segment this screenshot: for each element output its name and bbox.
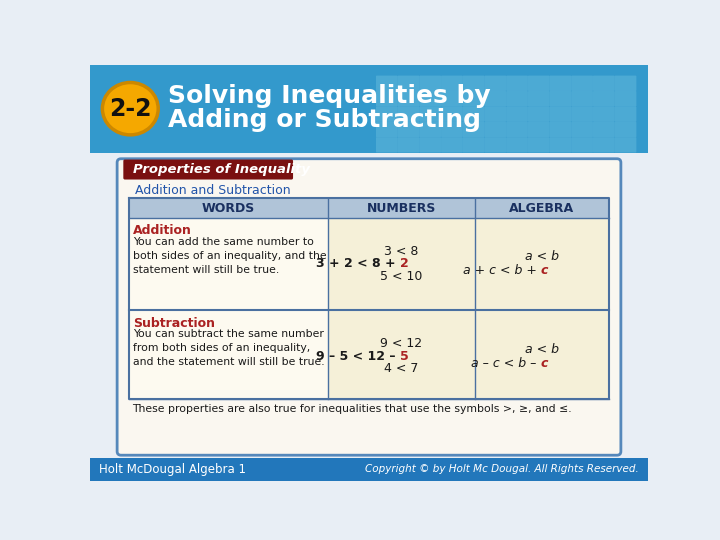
Text: These properties are also true for inequalities that use the symbols >, ≥, and ≤: These properties are also true for inequ… [132,403,572,414]
FancyBboxPatch shape [376,122,397,137]
FancyBboxPatch shape [419,106,441,122]
Text: Holt McDougal Algebra 1: Holt McDougal Algebra 1 [99,463,246,476]
FancyBboxPatch shape [615,106,636,122]
Text: a + c < b +: a + c < b + [462,264,541,277]
FancyBboxPatch shape [615,76,636,91]
FancyBboxPatch shape [376,106,397,122]
Text: a – c < b –: a – c < b – [471,356,541,369]
FancyBboxPatch shape [441,137,463,153]
FancyBboxPatch shape [441,106,463,122]
Text: 9 < 12: 9 < 12 [380,338,423,350]
FancyBboxPatch shape [485,106,506,122]
FancyBboxPatch shape [549,106,571,122]
Text: Copyright © by Holt Mc Dougal. All Rights Reserved.: Copyright © by Holt Mc Dougal. All Right… [365,464,639,474]
Text: WORDS: WORDS [202,201,255,214]
FancyBboxPatch shape [397,76,419,91]
Text: Addition: Addition [133,224,192,237]
Bar [90,65,648,153]
Text: 9 – 5 < 12 –: 9 – 5 < 12 – [316,350,400,363]
Text: You can add the same number to
both sides of an inequality, and the
statement wi: You can add the same number to both side… [133,237,327,274]
FancyBboxPatch shape [463,122,485,137]
Text: c: c [541,264,548,277]
FancyBboxPatch shape [441,122,463,137]
Bar [129,198,609,218]
FancyBboxPatch shape [571,91,593,106]
FancyBboxPatch shape [506,137,528,153]
Text: 3 < 8: 3 < 8 [384,245,418,258]
FancyBboxPatch shape [593,91,615,106]
FancyBboxPatch shape [485,91,506,106]
FancyBboxPatch shape [549,122,571,137]
Text: You can subtract the same number
from both sides of an inequality,
and the state: You can subtract the same number from bo… [133,329,325,367]
Bar [90,457,648,481]
FancyBboxPatch shape [441,91,463,106]
Bar [129,310,609,399]
FancyBboxPatch shape [419,137,441,153]
FancyBboxPatch shape [397,106,419,122]
FancyBboxPatch shape [506,91,528,106]
Bar [328,218,609,310]
Text: ALGEBRA: ALGEBRA [510,201,575,214]
Text: NUMBERS: NUMBERS [366,201,436,214]
FancyBboxPatch shape [397,122,419,137]
Text: 2: 2 [400,257,409,271]
FancyBboxPatch shape [463,91,485,106]
FancyBboxPatch shape [397,137,419,153]
FancyBboxPatch shape [549,137,571,153]
FancyBboxPatch shape [485,76,506,91]
FancyBboxPatch shape [463,106,485,122]
FancyBboxPatch shape [615,91,636,106]
Text: 2-2: 2-2 [109,97,151,120]
Text: Adding or Subtracting: Adding or Subtracting [168,108,480,132]
FancyBboxPatch shape [528,91,549,106]
FancyBboxPatch shape [549,76,571,91]
FancyBboxPatch shape [419,76,441,91]
Text: a < b: a < b [525,343,559,356]
FancyBboxPatch shape [117,159,621,455]
FancyBboxPatch shape [615,122,636,137]
FancyBboxPatch shape [441,76,463,91]
Text: Subtraction: Subtraction [133,316,215,329]
FancyBboxPatch shape [571,122,593,137]
FancyBboxPatch shape [593,76,615,91]
FancyBboxPatch shape [571,137,593,153]
FancyBboxPatch shape [419,91,441,106]
FancyBboxPatch shape [485,137,506,153]
FancyBboxPatch shape [485,122,506,137]
FancyBboxPatch shape [506,122,528,137]
FancyBboxPatch shape [506,76,528,91]
FancyBboxPatch shape [571,76,593,91]
Text: 3 + 2 < 8 +: 3 + 2 < 8 + [316,257,400,271]
FancyBboxPatch shape [593,122,615,137]
Text: Properties of Inequality: Properties of Inequality [132,163,310,176]
FancyBboxPatch shape [593,106,615,122]
FancyBboxPatch shape [123,159,293,179]
Text: 5: 5 [400,350,409,363]
FancyBboxPatch shape [549,91,571,106]
FancyBboxPatch shape [463,137,485,153]
FancyBboxPatch shape [528,76,549,91]
Bar [129,218,609,310]
FancyBboxPatch shape [397,91,419,106]
Text: a < b: a < b [525,251,559,264]
FancyBboxPatch shape [528,137,549,153]
FancyBboxPatch shape [615,137,636,153]
FancyBboxPatch shape [376,137,397,153]
Text: 5 < 10: 5 < 10 [380,269,423,282]
FancyBboxPatch shape [528,106,549,122]
Bar [328,310,609,399]
FancyBboxPatch shape [593,137,615,153]
Text: 4 < 7: 4 < 7 [384,362,418,375]
Ellipse shape [102,83,158,135]
FancyBboxPatch shape [463,76,485,91]
FancyBboxPatch shape [528,122,549,137]
Text: c: c [541,356,548,369]
FancyBboxPatch shape [506,106,528,122]
FancyBboxPatch shape [571,106,593,122]
FancyBboxPatch shape [419,122,441,137]
Text: Solving Inequalities by: Solving Inequalities by [168,84,490,107]
FancyBboxPatch shape [376,91,397,106]
FancyBboxPatch shape [376,76,397,91]
Text: Addition and Subtraction: Addition and Subtraction [135,184,291,197]
